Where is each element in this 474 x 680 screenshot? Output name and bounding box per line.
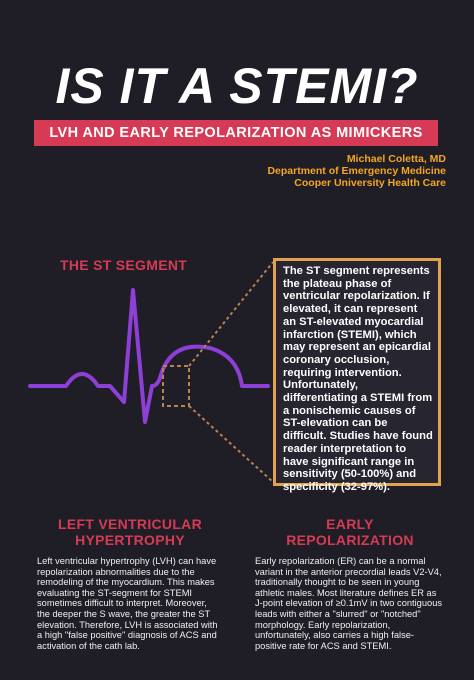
st-description-text: The ST segment represents the plateau ph… [283, 265, 433, 493]
page-title: IS IT A STEMI? [55, 58, 419, 114]
lvh-body-text: Left ventricular hypertrophy (LVH) can h… [37, 556, 218, 651]
st-segment-heading: THE ST SEGMENT [60, 257, 188, 273]
er-heading-line1: EARLY [326, 516, 374, 532]
author-block: Michael Coletta, MD Department of Emerge… [186, 153, 446, 189]
st-highlight-box [162, 365, 190, 407]
er-heading: EARLY REPOLARIZATION [250, 516, 450, 548]
connector-line-bottom [188, 405, 274, 483]
st-description-box [273, 258, 441, 486]
author-name: Michael Coletta, MD [346, 153, 446, 165]
lvh-heading: LEFT VENTRICULAR HYPERTROPHY [30, 516, 230, 548]
connector-line-top [188, 261, 274, 367]
er-heading-line2: REPOLARIZATION [286, 532, 414, 548]
er-body-text: Early repolarization (ER) can be a norma… [255, 556, 443, 651]
lvh-heading-line2: HYPERTROPHY [75, 532, 185, 548]
ecg-waveform [28, 288, 270, 424]
author-department: Department of Emergency Medicine [267, 165, 446, 177]
lvh-heading-line1: LEFT VENTRICULAR [57, 516, 202, 532]
page-subtitle: LVH AND EARLY REPOLARIZATION AS MIMICKER… [49, 125, 423, 141]
author-institution: Cooper University Health Care [294, 177, 446, 189]
subtitle-banner [34, 120, 438, 146]
